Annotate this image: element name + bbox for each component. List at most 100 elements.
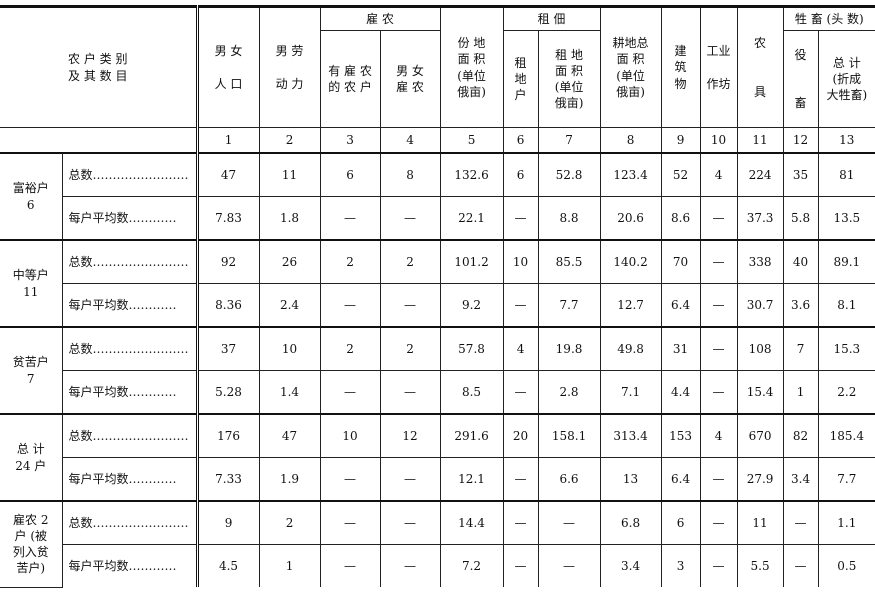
data-cell: 1	[258, 544, 321, 587]
data-cell: —	[699, 500, 738, 545]
data-cell: 101.2	[439, 239, 504, 284]
row-label: 总数……………………	[61, 152, 199, 197]
table-row: 雇农 2 户 (被 列入贫 苦户) 总数…………………… 9 2— —14.4— —6.8…	[0, 500, 875, 588]
table-row: 每户平均数………… 8.36 2.4— —9.2—7.7 12.7 6.4—30.7 3.6…	[0, 283, 875, 328]
household-group-label: 总 计 24 户	[0, 413, 63, 502]
data-cell: 92	[196, 239, 260, 284]
data-cell: 7.7	[537, 283, 601, 328]
data-cell: 2	[379, 326, 441, 371]
data-cell: 8.8	[537, 196, 601, 241]
data-cell: 4.5	[196, 544, 260, 587]
data-cell: 2.8	[537, 370, 601, 415]
livestock-group-header: 牲 畜 (头 数)	[782, 5, 875, 31]
column-number: 8	[599, 127, 662, 154]
household-group-label: 中等户 11	[0, 239, 63, 328]
data-cell: 30.7	[736, 283, 784, 328]
column-number: 1	[196, 127, 260, 154]
data-cell: 81	[817, 152, 875, 197]
data-cell: 6	[660, 500, 701, 545]
row-label: 每户平均数…………	[61, 457, 199, 502]
column-number: 7	[537, 127, 601, 154]
data-cell: 5.8	[782, 196, 819, 241]
data-cell: 2	[319, 239, 381, 284]
data-cell: 10	[258, 326, 321, 371]
data-cell: 6.4	[660, 283, 701, 328]
data-cell: —	[379, 457, 441, 502]
household-statistics-table: 农 户 类 别 及 其 数 目 男 女 人 口 男 劳 动 力 雇 农 份 地 …	[0, 5, 875, 588]
hired-workers-header: 男 女 雇 农	[379, 30, 441, 128]
table-row: 每户平均数………… 7.33 1.9— —12.1—6.6 13 6.4—27.9 3.4 7…	[0, 457, 875, 502]
data-cell: 7.83	[196, 196, 260, 241]
implements-header: 农 具	[736, 5, 784, 128]
data-cell: —	[379, 283, 441, 328]
data-cell: —	[699, 370, 738, 415]
column-number: 6	[502, 127, 539, 154]
data-cell: —	[782, 544, 819, 587]
data-cell: 3	[660, 544, 701, 587]
data-cell: 11	[258, 152, 321, 197]
data-cell: 123.4	[599, 152, 662, 197]
data-cell: 7.2	[439, 544, 504, 587]
data-cell: 9	[196, 500, 260, 545]
data-cell: —	[379, 500, 441, 545]
row-label: 每户平均数…………	[61, 370, 199, 415]
data-cell: 20.6	[599, 196, 662, 241]
data-cell: 1.1	[817, 500, 875, 545]
table-row: 总 计 24 户总数…………………… 176 47 10 12 291.6 20 158.1 3…	[0, 413, 875, 502]
data-cell: 3.6	[782, 283, 819, 328]
data-cell: 7.7	[817, 457, 875, 502]
household-group-label: 雇农 2 户 (被 列入贫 苦户)	[0, 500, 63, 588]
column-number: 13	[817, 127, 875, 154]
row-label: 每户平均数…………	[61, 283, 199, 328]
population-header: 男 女 人 口	[196, 5, 260, 128]
column-number: 2	[258, 127, 321, 154]
allotment-header: 份 地 面 积 (单位 俄亩)	[439, 5, 504, 128]
data-cell: 5.28	[196, 370, 260, 415]
data-cell: —	[699, 196, 738, 241]
row-label: 总数……………………	[61, 413, 199, 458]
table-row: 每户平均数………… 5.28 1.4— —8.5—2.8 7.1 4.4—15.4 1 2.2	[0, 370, 875, 415]
data-cell: 1.9	[258, 457, 321, 502]
data-cell: 35	[782, 152, 819, 197]
data-cell: —	[502, 457, 539, 502]
data-cell: 6.4	[660, 457, 701, 502]
column-number: 3	[319, 127, 381, 154]
data-cell: 31	[660, 326, 701, 371]
row-label: 每户平均数…………	[61, 544, 199, 587]
data-cell: —	[502, 500, 539, 545]
data-cell: —	[319, 196, 381, 241]
data-cell: 12.1	[439, 457, 504, 502]
data-cell: 9.2	[439, 283, 504, 328]
data-cell: —	[699, 457, 738, 502]
data-cell: 6	[502, 152, 539, 197]
buildings-header: 建 筑 物	[660, 5, 701, 128]
workshops-header: 工业 作坊	[699, 5, 738, 128]
household-group-label: 富裕户 6	[0, 152, 63, 241]
total-arable-header: 耕地总 面 积 (单位 俄亩)	[599, 5, 662, 128]
draft-animals-header: 役 畜	[782, 30, 819, 128]
hired-labor-group-header: 雇 农	[319, 5, 441, 31]
data-cell: 4	[699, 152, 738, 197]
column-number: 12	[782, 127, 819, 154]
data-cell: 1.8	[258, 196, 321, 241]
row-label: 总数……………………	[61, 239, 199, 284]
row-label: 总数……………………	[61, 500, 199, 545]
data-cell: —	[319, 500, 381, 545]
data-cell: 11	[736, 500, 784, 545]
data-cell: 13.5	[817, 196, 875, 241]
data-cell: 4	[699, 413, 738, 458]
data-cell: 14.4	[439, 500, 504, 545]
data-cell: 2.2	[817, 370, 875, 415]
data-cell: 8.5	[439, 370, 504, 415]
data-cell: 8	[379, 152, 441, 197]
data-cell: —	[319, 457, 381, 502]
data-cell: 15.4	[736, 370, 784, 415]
data-cell: 670	[736, 413, 784, 458]
data-cell: 176	[196, 413, 260, 458]
data-cell: 82	[782, 413, 819, 458]
row-label: 总数……………………	[61, 326, 199, 371]
data-cell: 19.8	[537, 326, 601, 371]
data-cell: 338	[736, 239, 784, 284]
category-header: 农 户 类 别 及 其 数 目	[0, 5, 199, 128]
data-cell: 49.8	[599, 326, 662, 371]
